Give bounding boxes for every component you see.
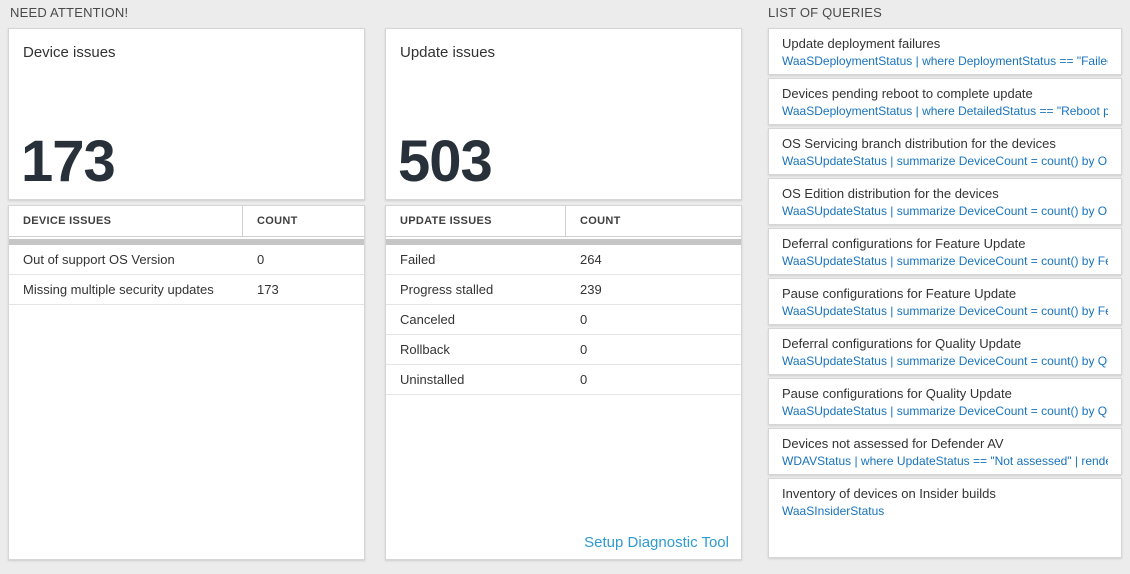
issue-name-cell: Failed [400, 252, 436, 267]
table-row[interactable]: Failed 264 [386, 245, 741, 275]
issue-name-cell: Uninstalled [400, 372, 465, 387]
queries-panel: Update deployment failures WaaSDeploymen… [768, 28, 1122, 558]
query-list-item[interactable]: Inventory of devices on Insider builds W… [768, 478, 1122, 558]
query-list-item[interactable]: Pause configurations for Feature Update … [768, 278, 1122, 325]
table-row[interactable]: Uninstalled 0 [386, 365, 741, 395]
query-kql-link[interactable]: WaaSUpdateStatus | summarize DeviceCount… [782, 254, 1108, 268]
count-column-header: COUNT [580, 215, 621, 227]
query-name: OS Servicing branch distribution for the… [782, 136, 1056, 151]
issue-name-cell: Rollback [400, 342, 450, 357]
query-kql-link[interactable]: WDAVStatus | where UpdateStatus == "Not … [782, 454, 1108, 468]
issue-name-cell: Progress stalled [400, 282, 494, 297]
device-issues-summary-tile[interactable]: Device issues 173 [8, 28, 365, 200]
device-issues-table-header: DEVICE ISSUES COUNT [9, 206, 364, 237]
query-name: Update deployment failures [782, 36, 941, 51]
issue-count-cell: 0 [580, 342, 588, 357]
table-row[interactable]: Out of support OS Version 0 [9, 245, 364, 275]
query-kql-link[interactable]: WaaSUpdateStatus | summarize DeviceCount… [782, 154, 1108, 168]
table-scroll-track[interactable] [386, 239, 741, 245]
query-name: Pause configurations for Feature Update [782, 286, 1017, 301]
query-kql-link[interactable]: WaaSUpdateStatus | summarize DeviceCount… [782, 404, 1108, 418]
query-list-item[interactable]: Deferral configurations for Feature Upda… [768, 228, 1122, 275]
issue-count-cell: 239 [580, 282, 602, 297]
issue-count-cell: 0 [580, 372, 588, 387]
query-list-item[interactable]: Devices not assessed for Defender AV WDA… [768, 428, 1122, 475]
query-name: Devices pending reboot to complete updat… [782, 86, 1033, 101]
query-name: Deferral configurations for Quality Upda… [782, 336, 1022, 351]
query-name: Inventory of devices on Insider builds [782, 486, 996, 501]
table-row[interactable]: Missing multiple security updates 173 [9, 275, 364, 305]
device-issues-table-body: Out of support OS Version 0 Missing mult… [9, 245, 364, 305]
table-row[interactable]: Canceled 0 [386, 305, 741, 335]
device-issues-table-tile: DEVICE ISSUES COUNT Out of support OS Ve… [8, 205, 365, 560]
query-name: Pause configurations for Quality Update [782, 386, 1012, 401]
update-issues-summary-tile[interactable]: Update issues 503 [385, 28, 742, 200]
table-row[interactable]: Progress stalled 239 [386, 275, 741, 305]
update-issues-table-tile: UPDATE ISSUES COUNT Failed 264 Progress … [385, 205, 742, 560]
query-name: OS Edition distribution for the devices [782, 186, 999, 201]
query-kql-link[interactable]: WaaSUpdateStatus | summarize DeviceCount… [782, 204, 1108, 218]
update-issues-count: 503 [398, 129, 493, 194]
issue-count-cell: 264 [580, 252, 602, 267]
count-column-header: COUNT [257, 215, 298, 227]
issue-count-cell: 0 [580, 312, 588, 327]
query-list-item[interactable]: OS Edition distribution for the devices … [768, 178, 1122, 225]
need-attention-section-label: NEED ATTENTION! [10, 5, 129, 20]
issue-name-cell: Out of support OS Version [23, 252, 175, 267]
list-of-queries-section-label: LIST OF QUERIES [768, 5, 883, 20]
query-kql-link[interactable]: WaaSDeploymentStatus | where DetailedSta… [782, 104, 1108, 118]
update-issues-table-header: UPDATE ISSUES COUNT [386, 206, 741, 237]
query-kql-link[interactable]: WaaSUpdateStatus | summarize DeviceCount… [782, 354, 1108, 368]
issue-count-cell: 0 [257, 252, 265, 267]
query-list-item[interactable]: Deferral configurations for Quality Upda… [768, 328, 1122, 375]
update-issues-column-header: UPDATE ISSUES [386, 206, 566, 236]
issue-name-cell: Canceled [400, 312, 455, 327]
query-kql-link[interactable]: WaaSDeploymentStatus | where DeploymentS… [782, 54, 1108, 68]
query-list-item[interactable]: OS Servicing branch distribution for the… [768, 128, 1122, 175]
query-list-item[interactable]: Pause configurations for Quality Update … [768, 378, 1122, 425]
device-issues-column-header: DEVICE ISSUES [9, 206, 243, 236]
query-kql-link[interactable]: WaaSInsiderStatus [782, 504, 885, 518]
query-name: Deferral configurations for Feature Upda… [782, 236, 1026, 251]
update-issues-title: Update issues [400, 44, 496, 61]
query-name: Devices not assessed for Defender AV [782, 436, 1004, 451]
update-issues-table-body: Failed 264 Progress stalled 239 Canceled… [386, 245, 741, 395]
table-row[interactable]: Rollback 0 [386, 335, 741, 365]
setup-diagnostic-tool-link[interactable]: Setup Diagnostic Tool [584, 534, 729, 551]
issue-count-cell: 173 [257, 282, 279, 297]
device-issues-count: 173 [21, 129, 116, 194]
table-scroll-track[interactable] [9, 239, 364, 245]
device-issues-title: Device issues [23, 44, 116, 61]
issue-name-cell: Missing multiple security updates [23, 282, 214, 297]
query-list-item[interactable]: Devices pending reboot to complete updat… [768, 78, 1122, 125]
query-kql-link[interactable]: WaaSUpdateStatus | summarize DeviceCount… [782, 304, 1108, 318]
query-list-item[interactable]: Update deployment failures WaaSDeploymen… [768, 28, 1122, 75]
